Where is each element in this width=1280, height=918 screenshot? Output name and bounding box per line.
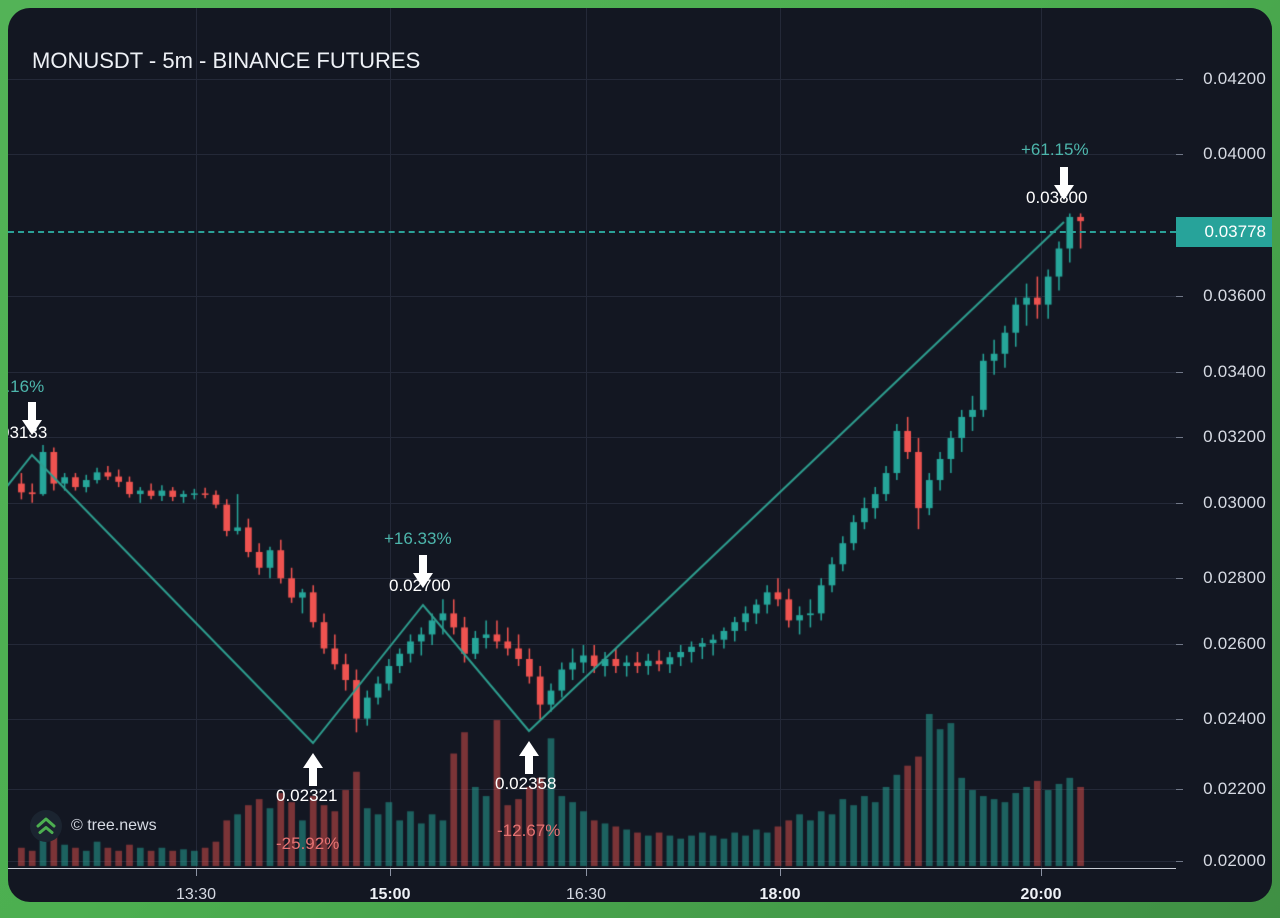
- price-tick-label: 0.04200: [1203, 69, 1266, 88]
- time-tick-mark: [780, 869, 781, 876]
- price-tick-mark: [1176, 372, 1183, 373]
- annotation-percent-label: -12.67%: [497, 821, 561, 840]
- time-tick-mark: [586, 869, 587, 876]
- time-tick-label: 15:00: [369, 886, 411, 902]
- price-tick-label: 0.02800: [1203, 568, 1266, 587]
- price-tick-mark: [1176, 719, 1183, 720]
- price-tick-label: 0.03600: [1203, 286, 1266, 305]
- price-tick-mark: [1176, 644, 1183, 645]
- price-axis[interactable]: 0.04200 0.04000 0.03600 0.03400 0.03200 0.030…: [1176, 8, 1272, 902]
- price-tick-mark: [1176, 79, 1183, 80]
- arrow-down-icon: [22, 402, 42, 435]
- tree-news-logo-icon: [30, 810, 62, 842]
- price-tick-label: 0.04000: [1203, 144, 1266, 163]
- time-tick-mark: [390, 869, 391, 876]
- arrow-up-icon: [519, 741, 539, 774]
- price-tick-label: 0.03400: [1203, 362, 1266, 381]
- watermark: © tree.news: [30, 810, 157, 842]
- candlestick-series: [8, 8, 1176, 902]
- annotation-percent-label: +61.15%: [1021, 140, 1089, 159]
- price-tick-label: 0.02400: [1203, 709, 1266, 728]
- price-tick-mark: [1176, 789, 1183, 790]
- arrow-down-icon: [1054, 167, 1074, 200]
- annotation-percent-label: 9.16%: [8, 377, 45, 396]
- price-tick-mark: [1176, 437, 1183, 438]
- price-tick-mark: [1176, 296, 1183, 297]
- time-tick-label: 16:30: [565, 886, 607, 902]
- time-tick-label: 18:00: [759, 886, 801, 902]
- last-price-line: [8, 231, 1176, 233]
- arrow-up-icon: [303, 753, 323, 786]
- arrow-down-icon: [413, 555, 433, 588]
- annotation-percent-label: -25.92%: [276, 834, 340, 853]
- x-axis-baseline: [8, 868, 1176, 869]
- price-tick-label: 0.03000: [1203, 493, 1266, 512]
- time-tick-label: 20:00: [1020, 886, 1062, 902]
- annotation-percent-label: +16.33%: [384, 529, 452, 548]
- time-tick-label: 13:30: [175, 886, 217, 902]
- price-tick-label: 0.02600: [1203, 634, 1266, 653]
- annotation-price-label: 0.02700: [389, 576, 451, 595]
- price-tick-mark: [1176, 154, 1183, 155]
- time-tick-mark: [1041, 869, 1042, 876]
- annotation-price-label: 0.02358: [495, 774, 557, 793]
- price-tick-label: 0.02200: [1203, 779, 1266, 798]
- price-tick-mark: [1176, 503, 1183, 504]
- price-tick-mark: [1176, 578, 1183, 579]
- price-tick-label: 0.03200: [1203, 427, 1266, 446]
- page-title: MONUSDT - 5m - BINANCE FUTURES: [32, 48, 421, 73]
- price-tick-mark: [1176, 861, 1183, 862]
- annotation-price-label: 0.02321: [276, 786, 338, 805]
- price-tick-label: 0.02000: [1203, 851, 1266, 870]
- last-price-badge[interactable]: 0.03778: [1176, 217, 1272, 247]
- annotation-price-label: 0.03800: [1026, 188, 1088, 207]
- watermark-label: © tree.news: [71, 817, 157, 834]
- time-tick-mark: [196, 869, 197, 876]
